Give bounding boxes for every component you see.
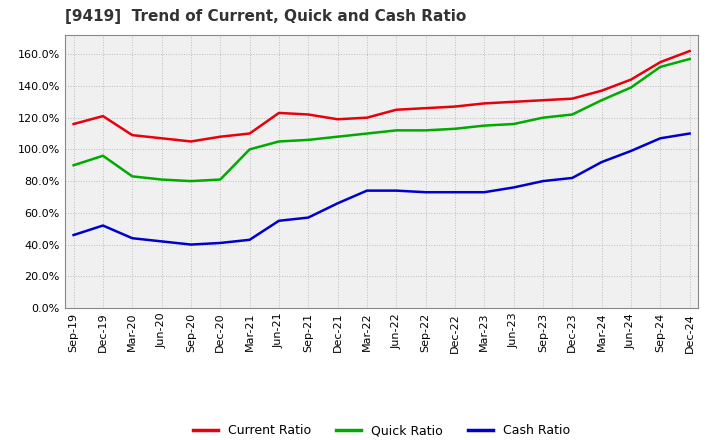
Current Ratio (509, 99, 518, 104)
Quick Ratio (333, 134, 342, 139)
Current Ratio (333, 117, 342, 122)
Cash Ratio (685, 131, 694, 136)
Line: Cash Ratio: Cash Ratio (73, 133, 690, 245)
Quick Ratio (656, 64, 665, 70)
Quick Ratio (480, 123, 489, 128)
Current Ratio (421, 106, 430, 111)
Cash Ratio (274, 218, 283, 224)
Quick Ratio (685, 56, 694, 62)
Quick Ratio (598, 98, 606, 103)
Quick Ratio (128, 174, 137, 179)
Quick Ratio (421, 128, 430, 133)
Current Ratio (157, 136, 166, 141)
Quick Ratio (392, 128, 400, 133)
Current Ratio (216, 134, 225, 139)
Cash Ratio (480, 190, 489, 195)
Quick Ratio (451, 126, 459, 132)
Cash Ratio (568, 175, 577, 180)
Cash Ratio (509, 185, 518, 190)
Current Ratio (69, 121, 78, 127)
Current Ratio (656, 59, 665, 65)
Quick Ratio (363, 131, 372, 136)
Cash Ratio (333, 201, 342, 206)
Cash Ratio (69, 232, 78, 238)
Current Ratio (539, 98, 547, 103)
Current Ratio (186, 139, 195, 144)
Cash Ratio (186, 242, 195, 247)
Current Ratio (480, 101, 489, 106)
Cash Ratio (128, 235, 137, 241)
Cash Ratio (304, 215, 312, 220)
Quick Ratio (274, 139, 283, 144)
Current Ratio (274, 110, 283, 116)
Line: Quick Ratio: Quick Ratio (73, 59, 690, 181)
Current Ratio (685, 48, 694, 54)
Cash Ratio (539, 179, 547, 184)
Quick Ratio (626, 85, 635, 90)
Quick Ratio (69, 163, 78, 168)
Cash Ratio (363, 188, 372, 193)
Quick Ratio (216, 177, 225, 182)
Current Ratio (626, 77, 635, 82)
Quick Ratio (304, 137, 312, 143)
Current Ratio (598, 88, 606, 93)
Current Ratio (246, 131, 254, 136)
Quick Ratio (246, 147, 254, 152)
Quick Ratio (186, 179, 195, 184)
Current Ratio (392, 107, 400, 112)
Text: [9419]  Trend of Current, Quick and Cash Ratio: [9419] Trend of Current, Quick and Cash … (65, 9, 466, 24)
Current Ratio (363, 115, 372, 120)
Quick Ratio (157, 177, 166, 182)
Line: Current Ratio: Current Ratio (73, 51, 690, 142)
Cash Ratio (656, 136, 665, 141)
Current Ratio (451, 104, 459, 109)
Current Ratio (128, 132, 137, 138)
Quick Ratio (509, 121, 518, 127)
Cash Ratio (626, 148, 635, 154)
Current Ratio (304, 112, 312, 117)
Quick Ratio (539, 115, 547, 120)
Cash Ratio (598, 159, 606, 165)
Cash Ratio (392, 188, 400, 193)
Quick Ratio (99, 153, 107, 158)
Cash Ratio (216, 240, 225, 246)
Cash Ratio (99, 223, 107, 228)
Cash Ratio (157, 239, 166, 244)
Cash Ratio (421, 190, 430, 195)
Cash Ratio (451, 190, 459, 195)
Current Ratio (99, 114, 107, 119)
Cash Ratio (246, 237, 254, 242)
Legend: Current Ratio, Quick Ratio, Cash Ratio: Current Ratio, Quick Ratio, Cash Ratio (187, 418, 576, 440)
Current Ratio (568, 96, 577, 101)
Quick Ratio (568, 112, 577, 117)
